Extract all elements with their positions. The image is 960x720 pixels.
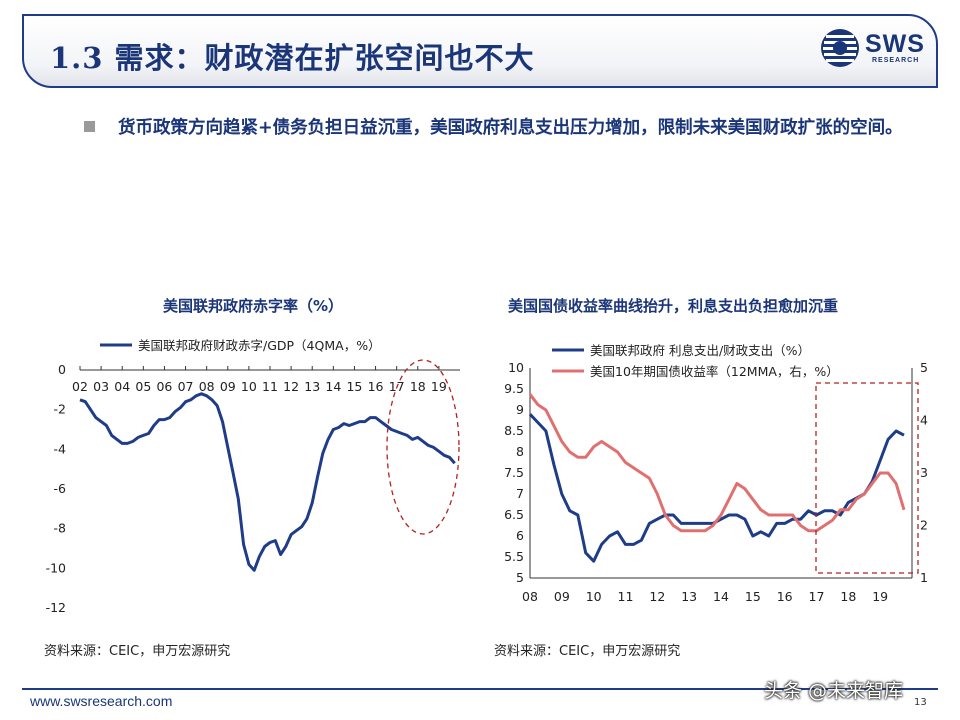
- left-x-tick-07: 07: [178, 379, 194, 394]
- bullet-text: 货币政策方向趋紧+债务负担日益沉重，美国政府利息支出压力增加，限制未来美国财政扩…: [118, 118, 903, 138]
- left-y-tick-0: 0: [58, 362, 66, 377]
- right-y-left-tick-1: 9.5: [504, 381, 524, 396]
- left-source-note: 资料来源：CEIC，申万宏源研究: [44, 644, 231, 659]
- right-y-left-tick-2: 9: [516, 402, 524, 417]
- right-y-left-tick-3: 8.5: [504, 423, 524, 438]
- left-y-tick-3: -6: [54, 481, 67, 496]
- logo-text: SWS: [865, 30, 925, 58]
- right-x-tick-12: 12: [649, 589, 665, 604]
- left-x-tick-14: 14: [325, 379, 341, 394]
- title-band: [22, 14, 938, 88]
- logo-subtext: RESEARCH: [872, 57, 920, 64]
- right-x-tick-08: 08: [522, 589, 538, 604]
- left-x-tick-06: 06: [156, 379, 172, 394]
- right-y-right-tick-0: 5: [920, 360, 928, 375]
- left-x-tick-19: 19: [431, 379, 447, 394]
- right-x-tick-14: 14: [713, 589, 729, 604]
- right-y-right-tick-1: 4: [920, 413, 928, 428]
- right-x-tick-13: 13: [681, 589, 697, 604]
- right-x-tick-09: 09: [554, 589, 570, 604]
- left-y-tick-2: -4: [54, 441, 67, 456]
- left-x-tick-05: 05: [135, 379, 151, 394]
- right-y-right-tick-4: 1: [920, 570, 928, 585]
- right-y-left-tick-10: 5: [516, 570, 524, 585]
- footer-website: www.swsresearch.com: [30, 693, 173, 709]
- left-x-tick-08: 08: [199, 379, 215, 394]
- right-x-tick-17: 17: [809, 589, 825, 604]
- left-y-tick-6: -12: [46, 600, 66, 615]
- right-y-left-tick-5: 7.5: [504, 465, 524, 480]
- right-x-tick-19: 19: [872, 589, 888, 604]
- left-x-tick-04: 04: [114, 379, 130, 394]
- page-number: 13: [914, 697, 927, 708]
- left-x-tick-09: 09: [220, 379, 236, 394]
- right-x-tick-18: 18: [840, 589, 856, 604]
- left-x-tick-15: 15: [346, 379, 362, 394]
- watermark: 头条 @未来智库: [764, 680, 904, 702]
- slide-title: 1.3 需求：财政潜在扩张空间也不大: [50, 41, 535, 75]
- right-source-note: 资料来源：CEIC，申万宏源研究: [494, 644, 681, 659]
- right-y-left-tick-7: 6.5: [504, 507, 524, 522]
- left-x-tick-03: 03: [93, 379, 109, 394]
- right-x-tick-10: 10: [586, 589, 602, 604]
- right-highlight-rectangle: [815, 382, 919, 574]
- left-x-tick-02: 02: [72, 379, 88, 394]
- left-y-tick-4: -8: [54, 521, 67, 536]
- right-x-tick-11: 11: [618, 589, 634, 604]
- right-y-left-tick-4: 8: [516, 444, 524, 459]
- right-y-left-tick-0: 10: [508, 360, 524, 375]
- left-chart-title: 美国联邦政府赤字率（%）: [163, 297, 344, 315]
- right-chart-title: 美国国债收益率曲线抬升，利息支出负担愈加沉重: [508, 297, 839, 315]
- bullet-square-icon: [84, 121, 95, 132]
- left-x-tick-11: 11: [262, 379, 278, 394]
- left-x-tick-10: 10: [241, 379, 257, 394]
- right-legend-label-1: 美国联邦政府 利息支出/财政支出（%）: [590, 343, 810, 358]
- sws-logo-icon: [821, 29, 859, 67]
- left-x-tick-16: 16: [368, 379, 384, 394]
- left-x-tick-13: 13: [304, 379, 320, 394]
- right-y-right-tick-2: 3: [920, 465, 928, 480]
- right-x-tick-16: 16: [777, 589, 793, 604]
- treasury-yield-series-line: [528, 393, 906, 533]
- right-chart: 10 9.5 9 8.5 8 7.5 7 6.5 6 5.5 5 5 4 3 2 1 08 09 10 11 12 1…: [504, 343, 928, 604]
- deficit-series-line: [79, 392, 456, 572]
- left-x-tick-12: 12: [283, 379, 299, 394]
- right-legend-label-2: 美国10年期国债收益率（12MMA，右，%）: [590, 364, 839, 379]
- left-x-tick-18: 18: [410, 379, 426, 394]
- footer-divider: [22, 688, 938, 690]
- left-legend-label: 美国联邦政府财政赤字/GDP（4QMA，%）: [138, 338, 381, 353]
- right-y-right-tick-3: 2: [920, 518, 928, 533]
- right-y-left-tick-6: 7: [516, 486, 524, 501]
- right-y-left-tick-8: 6: [516, 528, 524, 543]
- right-y-left-tick-9: 5.5: [504, 549, 524, 564]
- right-x-tick-15: 15: [745, 589, 761, 604]
- left-y-tick-5: -10: [46, 560, 66, 575]
- left-chart: 0 -2 -4 -6 -8 -10 -12 02 03 04 05 06 07 08 09 10 11 12 13…: [46, 338, 460, 615]
- left-y-tick-1: -2: [54, 402, 66, 417]
- interest-ratio-series-line: [528, 413, 905, 563]
- left-highlight-ellipse: [386, 359, 460, 535]
